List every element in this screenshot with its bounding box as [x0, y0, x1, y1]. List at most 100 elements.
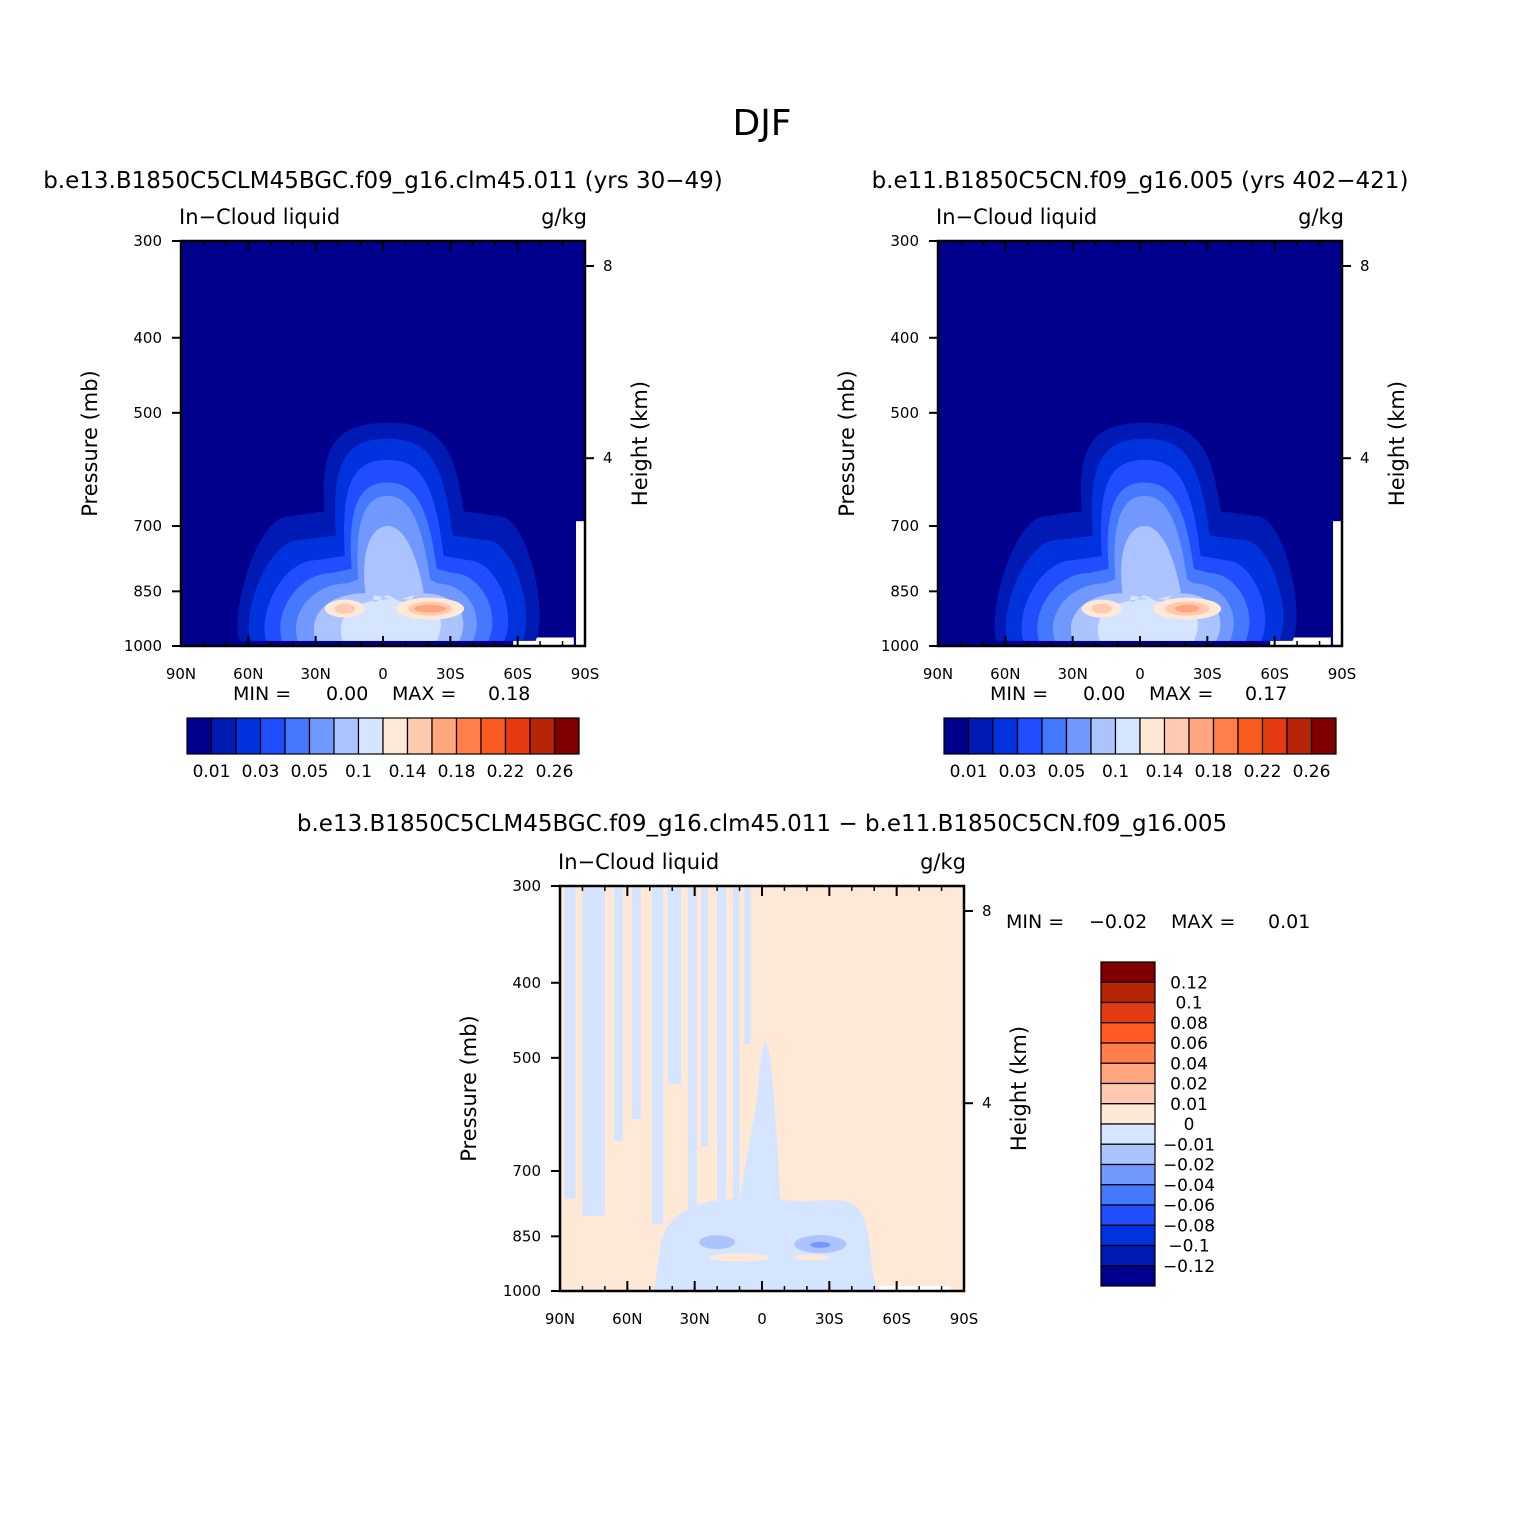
- colorbar-swatch: [357, 717, 384, 755]
- colorbar-label: 0.18: [438, 762, 476, 782]
- x-tick-label: 90N: [545, 1310, 575, 1328]
- x-tick-label: 90S: [571, 665, 600, 683]
- colorbar-swatch: [1100, 1062, 1156, 1085]
- contour-core: [810, 1241, 831, 1248]
- panel-c-colorbar: 0.120.10.080.060.040.020.010−0.01−0.02−0…: [1100, 961, 1215, 1287]
- colorbar-label: −0.04: [1163, 1176, 1215, 1196]
- colorbar-swatch: [1100, 1001, 1156, 1024]
- x-tick-label: 60N: [612, 1310, 642, 1328]
- colorbar-swatch: [1100, 1204, 1156, 1226]
- y-tick-label: 850: [890, 582, 919, 600]
- colorbar-label: 0.14: [1146, 762, 1184, 782]
- missing-data: [1333, 521, 1342, 646]
- x-tick-label: 90S: [950, 1310, 979, 1328]
- y-tick-label: 700: [512, 1162, 541, 1180]
- x-tick-label: 30N: [1058, 665, 1088, 683]
- x-tick-label: 0: [378, 665, 388, 683]
- panel-c-max-value: 0.01: [1268, 911, 1310, 933]
- colorbar-label: −0.08: [1163, 1216, 1215, 1236]
- missing-data: [513, 637, 574, 646]
- y-axis-label: Pressure (mb): [457, 1015, 481, 1162]
- x-tick-label: 30N: [680, 1310, 710, 1328]
- colorbar-swatch: [1041, 717, 1068, 755]
- y-tick-label: 850: [133, 582, 162, 600]
- panel-c-axes: 90N 60N 30N 0 30S 60S 90S 300 400 500 700 850 1000 8 4…: [457, 877, 1031, 1328]
- x-tick-label: 30N: [301, 665, 331, 683]
- colorbar-swatch: [1212, 717, 1239, 755]
- colorbar-swatch: [1100, 1163, 1156, 1186]
- contour-strip: [652, 886, 664, 1225]
- colorbar-swatch: [1114, 717, 1141, 755]
- contour-strip: [613, 886, 623, 1141]
- colorbar-swatch: [1100, 1082, 1156, 1105]
- x-tick-label: 60S: [1260, 665, 1289, 683]
- colorbar-label: 0.01: [1170, 1095, 1208, 1115]
- panel-c-variable: In−Cloud liquid: [558, 850, 719, 874]
- colorbar-swatch: [1139, 717, 1166, 755]
- colorbar-swatch: [992, 717, 1019, 755]
- x-tick-label: 90S: [1328, 665, 1357, 683]
- colorbar-swatch: [1100, 1123, 1156, 1145]
- colorbar-swatch: [431, 717, 458, 755]
- y-tick-label: 700: [133, 517, 162, 535]
- y-tick-label: 1000: [881, 637, 919, 655]
- panel-c-max-label: MAX =: [1171, 911, 1235, 933]
- colorbar-label: 0.14: [389, 762, 427, 782]
- colorbar-swatch: [1261, 717, 1288, 755]
- colorbar-swatch: [480, 717, 507, 755]
- y-tick-label: 400: [133, 329, 162, 347]
- colorbar-swatch: [553, 717, 580, 755]
- colorbar-label: 0.05: [1048, 762, 1086, 782]
- panel-a-variable: In−Cloud liquid: [179, 205, 340, 229]
- x-tick-label: 0: [1135, 665, 1145, 683]
- contour-core: [709, 1253, 770, 1262]
- contour-strip: [564, 886, 576, 1199]
- x-tick-label: 60S: [503, 665, 532, 683]
- colorbar-swatch: [1163, 717, 1190, 755]
- panel-a-case-title: b.e13.B1850C5CLM45BGC.f09_g16.clm45.011 …: [43, 168, 723, 194]
- y-tick-label: 300: [890, 232, 919, 250]
- colorbar-swatch: [1310, 717, 1337, 755]
- panel-c-min-label: MIN =: [1006, 911, 1064, 933]
- x-tick-label: 90N: [166, 665, 196, 683]
- colorbar-swatch: [967, 717, 994, 755]
- colorbar-label: 0.06: [1170, 1034, 1208, 1054]
- colorbar-swatch: [1286, 717, 1313, 755]
- colorbar-label: 0.26: [1293, 762, 1331, 782]
- colorbar-label: 0.04: [1170, 1054, 1208, 1074]
- contour-core: [699, 1235, 736, 1250]
- y-right-axis-label: Height (km): [1007, 1026, 1031, 1151]
- colorbar-label: 0.1: [1175, 994, 1202, 1014]
- y-axis-label: Pressure (mb): [835, 370, 859, 517]
- x-tick-label: 30S: [436, 665, 465, 683]
- colorbar-swatch: [186, 717, 213, 755]
- y-tick-label: 1000: [503, 1282, 541, 1300]
- y-tick-label: 300: [133, 232, 162, 250]
- colorbar-swatch: [1065, 717, 1092, 755]
- colorbar-swatch: [455, 717, 482, 755]
- colorbar-label: 0.05: [291, 762, 329, 782]
- y-tick-label: 1000: [124, 637, 162, 655]
- colorbar-label: 0.03: [242, 762, 280, 782]
- colorbar-swatch: [1100, 1244, 1156, 1267]
- colorbar-label: 0.26: [536, 762, 574, 782]
- y-axis-label: Pressure (mb): [78, 370, 102, 517]
- colorbar-swatch: [1188, 717, 1215, 755]
- colorbar-label: −0.12: [1163, 1257, 1215, 1277]
- y-tick-label: 700: [890, 517, 919, 535]
- panel-a-colorbar: 0.01 0.03 0.05 0.1 0.14 0.18 0.22 0.26: [186, 717, 580, 782]
- colorbar-label: −0.02: [1163, 1156, 1215, 1176]
- colorbar-label: 0.02: [1170, 1075, 1208, 1095]
- contour-strip: [701, 886, 709, 1147]
- colorbar-label: 0.22: [1244, 762, 1282, 782]
- y-tick-label: 850: [512, 1227, 541, 1245]
- colorbar-swatch: [1100, 1143, 1156, 1166]
- y-right-axis-label: Height (km): [628, 381, 652, 506]
- colorbar-swatch: [1100, 961, 1156, 983]
- x-tick-label: 0: [757, 1310, 767, 1328]
- colorbar-label: 0: [1184, 1115, 1195, 1135]
- y-right-tick-label: 8: [982, 902, 992, 920]
- colorbar-swatch: [1100, 1265, 1156, 1287]
- colorbar-swatch: [284, 717, 311, 755]
- colorbar-swatch: [943, 717, 970, 755]
